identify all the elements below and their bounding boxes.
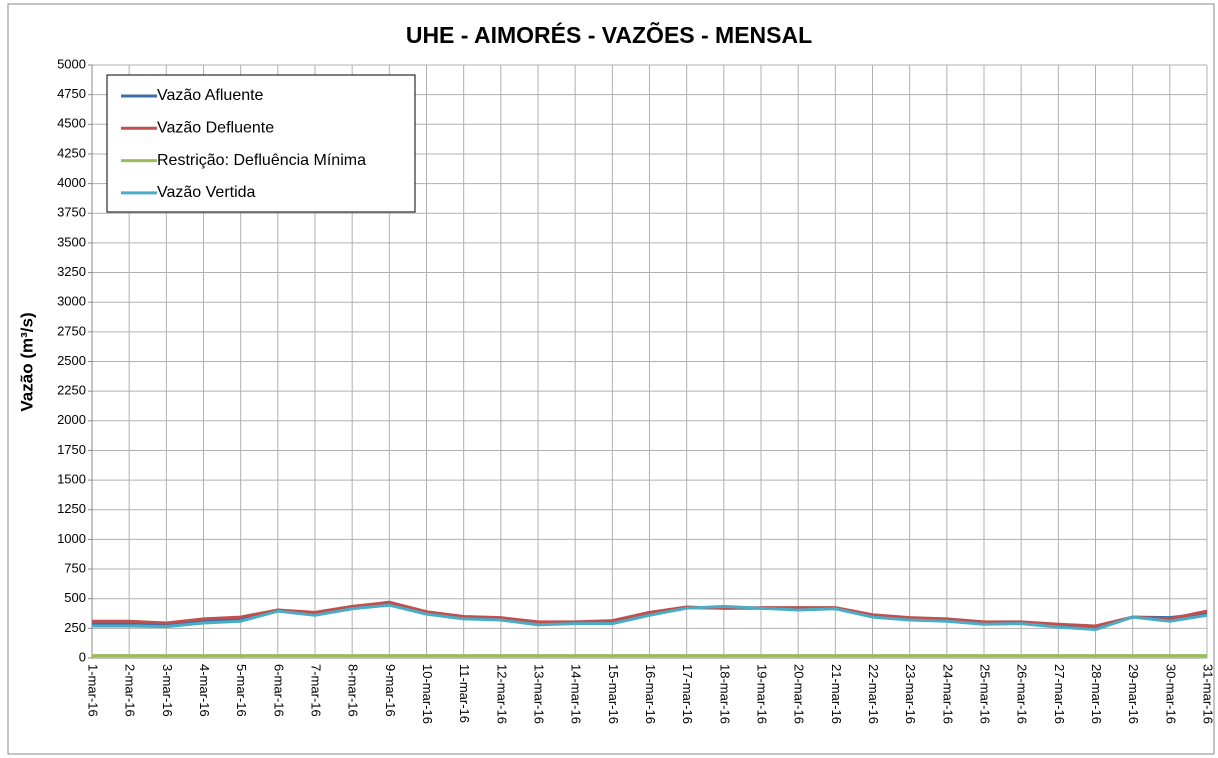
legend-label: Vazão Afluente [157,87,264,104]
y-tick-label: 3500 [57,234,86,249]
y-tick-label: 2250 [57,383,86,398]
x-tick-label: 29-mar-16 [1126,664,1141,724]
x-tick-label: 4-mar-16 [197,664,212,717]
legend-box [106,74,416,213]
legend-label: Restrição: Defluência Mínima [157,152,366,169]
x-tick-label: 24-mar-16 [940,664,955,724]
x-tick-label: 5-mar-16 [234,664,249,717]
y-axis-label: Vazão (m³/s) [17,312,36,411]
y-tick-label: 4750 [57,86,86,101]
legend-label: Vazão Vertida [157,184,256,201]
y-tick-label: 2000 [57,412,86,427]
x-tick-label: 28-mar-16 [1089,664,1104,724]
y-tick-label: 1250 [57,501,86,516]
y-tick-label: 2750 [57,323,86,338]
x-tick-label: 11-mar-16 [457,664,472,723]
y-tick-label: 1500 [57,472,86,487]
x-tick-label: 3-mar-16 [160,664,175,717]
chart-title: UHE - AIMORÉS - VAZÕES - MENSAL [406,21,812,48]
x-tick-label: 18-mar-16 [717,664,732,724]
x-tick-label: 19-mar-16 [755,664,770,724]
y-tick-label: 4000 [57,175,86,190]
x-tick-label: 26-mar-16 [1015,664,1030,724]
y-tick-label: 4500 [57,116,86,131]
x-tick-label: 9-mar-16 [383,664,398,717]
x-tick-label: 17-mar-16 [680,664,695,724]
x-tick-label: 30-mar-16 [1163,664,1178,724]
y-tick-label: 0 [79,649,86,664]
x-tick-label: 21-mar-16 [829,664,844,724]
y-tick-label: 1750 [57,442,86,457]
x-tick-label: 1-mar-16 [86,664,101,717]
x-tick-label: 2-mar-16 [123,664,138,717]
y-tick-label: 1000 [57,531,86,546]
x-tick-label: 31-mar-16 [1201,664,1216,724]
x-tick-label: 15-mar-16 [606,664,621,724]
x-tick-label: 10-mar-16 [420,664,435,724]
y-tick-label: 3750 [57,205,86,220]
x-tick-label: 8-mar-16 [346,664,361,717]
x-tick-label: 7-mar-16 [309,664,324,717]
x-tick-label: 22-mar-16 [866,664,881,724]
x-tick-label: 14-mar-16 [569,664,584,724]
y-tick-label: 500 [64,590,86,605]
y-tick-label: 3000 [57,294,86,309]
y-tick-label: 3250 [57,264,86,279]
y-tick-label: 2500 [57,353,86,368]
x-tick-label: 12-mar-16 [494,664,509,724]
x-tick-label: 16-mar-16 [643,664,658,724]
y-tick-label: 4250 [57,145,86,160]
x-tick-label: 6-mar-16 [271,664,286,717]
y-tick-label: 250 [64,620,86,635]
y-tick-label: 5000 [57,56,86,71]
y-tick-label: 750 [64,560,86,575]
x-tick-label: 13-mar-16 [532,664,547,724]
legend-label: Vazão Defluente [157,120,274,137]
series-line [92,603,1208,632]
x-tick-label: 25-mar-16 [978,664,993,724]
x-tick-label: 23-mar-16 [903,664,918,724]
x-tick-label: 20-mar-16 [792,664,807,724]
x-tick-label: 27-mar-16 [1052,664,1067,724]
